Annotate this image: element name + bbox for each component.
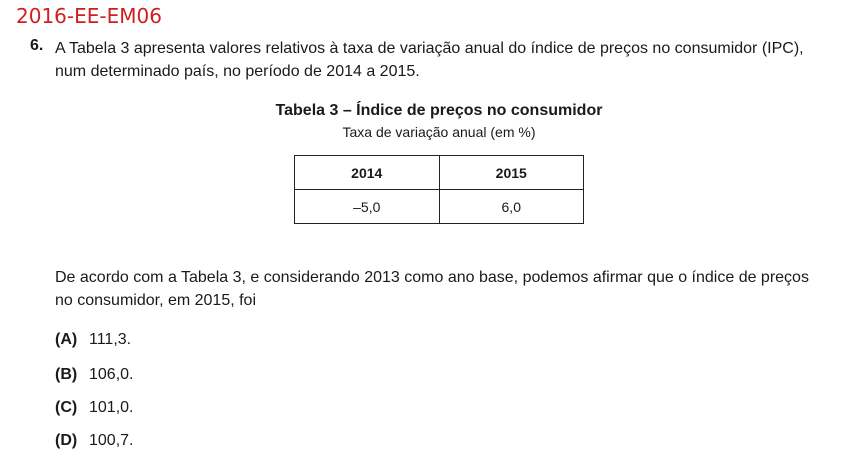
option-text: 106,0. bbox=[89, 366, 134, 383]
question-stem-line: num determinado país, no período de 2014… bbox=[55, 63, 420, 80]
table-cell: 6,0 bbox=[438, 189, 584, 224]
table-header-row: 2014 2015 bbox=[294, 155, 584, 190]
question-prompt-line: De acordo com a Tabela 3, e considerando… bbox=[55, 269, 809, 286]
table-header-cell: 2014 bbox=[294, 155, 440, 190]
document-code: 2016-EE-EM06 bbox=[16, 4, 162, 28]
table-title: Tabela 3 – Índice de preços no consumido… bbox=[275, 102, 603, 119]
answer-option-b[interactable]: (B) 106,0. bbox=[55, 366, 133, 384]
option-text: 111,3. bbox=[89, 331, 132, 348]
option-text: 101,0. bbox=[89, 399, 134, 416]
table-row: –5,0 6,0 bbox=[294, 189, 584, 224]
answer-option-d[interactable]: (D) 100,7. bbox=[55, 432, 133, 450]
option-letter: (D) bbox=[55, 432, 78, 449]
question-prompt: De acordo com a Tabela 3, e considerando… bbox=[55, 266, 855, 312]
ipc-table: 2014 2015 –5,0 6,0 bbox=[294, 155, 584, 224]
table-subtitle: Taxa de variação anual (em %) bbox=[342, 124, 536, 140]
option-letter: (A) bbox=[55, 331, 78, 348]
table-header-cell: 2015 bbox=[438, 155, 584, 190]
question-prompt-line: no consumidor, em 2015, foi bbox=[55, 292, 257, 309]
option-text: 100,7. bbox=[89, 432, 134, 449]
answer-option-a[interactable]: (A) 111,3. bbox=[55, 331, 131, 349]
question-number: 6. bbox=[30, 37, 44, 54]
answer-option-c[interactable]: (C) 101,0. bbox=[55, 399, 133, 417]
question-stem-line: A Tabela 3 apresenta valores relativos à… bbox=[55, 40, 804, 57]
question-stem: A Tabela 3 apresenta valores relativos à… bbox=[55, 37, 855, 83]
table-cell: –5,0 bbox=[294, 189, 440, 224]
option-letter: (B) bbox=[55, 366, 78, 383]
option-letter: (C) bbox=[55, 399, 78, 416]
